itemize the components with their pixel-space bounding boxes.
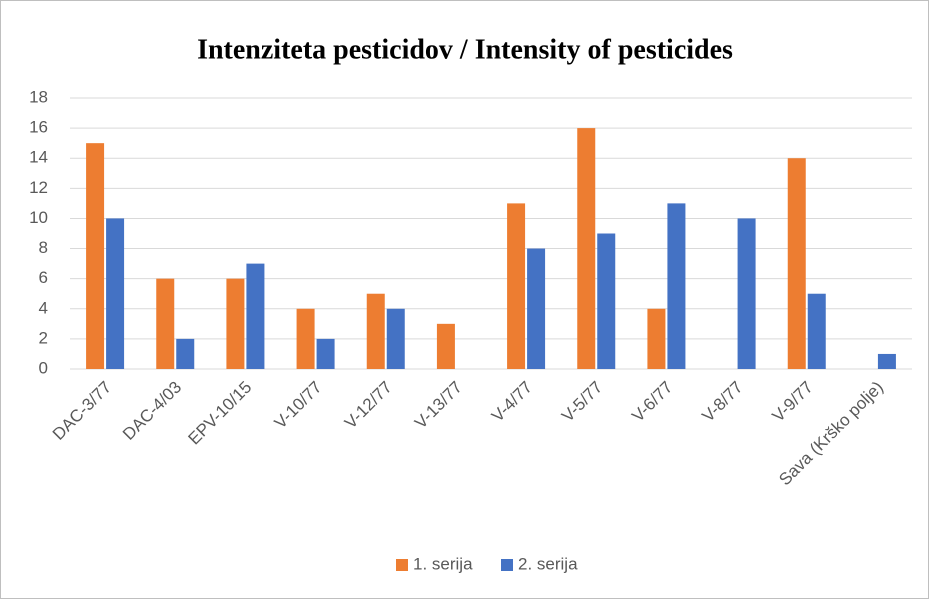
bar	[316, 338, 335, 369]
bar	[877, 353, 896, 369]
legend-swatch	[501, 559, 513, 571]
y-tick-label: 12	[29, 178, 48, 197]
bar	[577, 128, 596, 369]
bar	[647, 308, 666, 369]
bar	[246, 263, 265, 369]
bar	[386, 308, 405, 369]
y-tick-label: 0	[39, 358, 48, 377]
y-tick-label: 16	[29, 118, 48, 137]
y-tick-label: 14	[29, 148, 48, 167]
y-tick-label: 10	[29, 208, 48, 227]
legend-swatch	[396, 559, 408, 571]
bar	[737, 218, 756, 369]
bar	[296, 308, 315, 369]
legend-label: 2. serija	[518, 554, 578, 573]
bar	[807, 293, 826, 369]
bar	[787, 158, 806, 369]
bar	[507, 203, 526, 369]
bar	[106, 218, 125, 369]
chart-title: Intenziteta pesticidov / Intensity of pe…	[197, 34, 733, 65]
bar	[436, 323, 455, 369]
bar	[86, 143, 105, 369]
bar	[226, 278, 245, 369]
y-tick-label: 4	[39, 298, 48, 317]
bar	[156, 278, 175, 369]
bar	[667, 203, 686, 369]
bar	[176, 338, 195, 369]
legend-label: 1. serija	[413, 554, 473, 573]
y-tick-label: 6	[39, 268, 48, 287]
y-tick-label: 2	[39, 328, 48, 347]
bar	[366, 293, 385, 369]
bar	[597, 233, 616, 369]
bar	[527, 248, 546, 369]
y-tick-label: 18	[29, 87, 48, 106]
y-tick-label: 8	[39, 238, 48, 257]
